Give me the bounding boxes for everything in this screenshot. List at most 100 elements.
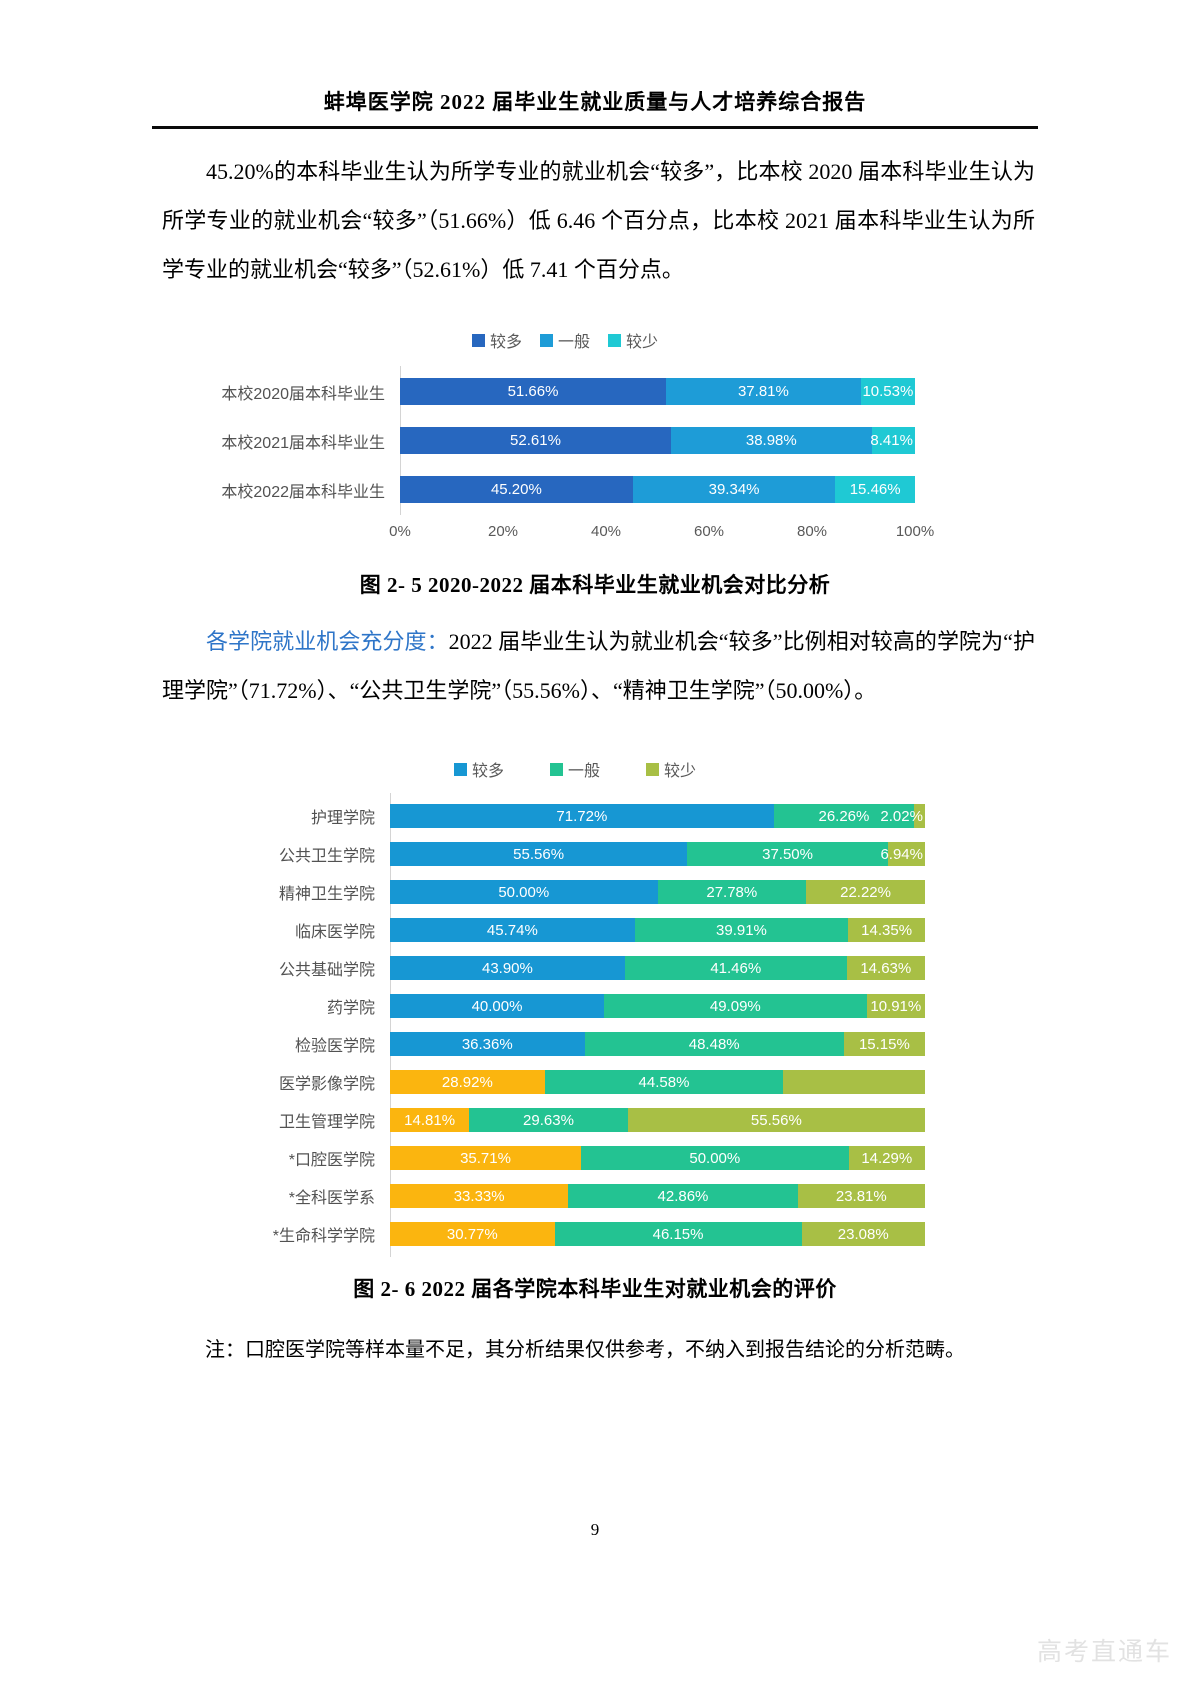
bar-segment-value: 49.09% <box>709 997 761 1015</box>
bar-track: 30.77% 46.15% 23.08% <box>390 1222 925 1246</box>
bar-segment-value: 15.15% <box>858 1035 910 1053</box>
legend-item: 一般 <box>539 328 590 352</box>
bar-segment: 37.50% <box>687 842 888 866</box>
bar-segment: 38.98% <box>670 427 872 454</box>
bar-row: *生命科学学院 30.77% 46.15% 23.08% <box>225 1222 925 1246</box>
bar-row: 公共基础学院 43.90% 41.46% 14.63% <box>225 956 925 980</box>
x-axis-tick: 20% <box>487 523 519 540</box>
bar-segment-value: 38.98% <box>745 432 797 449</box>
bar-segment-value: 46.15% <box>652 1225 704 1243</box>
paragraph-lead-rest: 2022 届毕业生认为就业机会“较多”比例相对较高的学院为“护理学院”（71.7… <box>162 629 1035 703</box>
bar-track: 28.92% 44.58% <box>390 1070 925 1094</box>
bar-segment-value: 22.22% <box>840 883 891 901</box>
bar-segment-value: 27.78% <box>706 883 758 901</box>
bar-track: 35.71% 50.00% 14.29% <box>390 1146 925 1170</box>
bar-track: 52.61% 38.98% 8.41% <box>400 427 915 454</box>
bar-segment: 52.61% <box>400 427 671 454</box>
bar-segment-value: 55.56% <box>513 845 565 863</box>
category-label: *口腔医学院 <box>288 1152 375 1169</box>
bar-segment: 10.53% <box>860 378 915 405</box>
category-label: 本校2021届本科毕业生 <box>221 434 385 452</box>
legend-item: 较多 <box>471 328 522 352</box>
bar-segment: 50.00% <box>581 1146 849 1170</box>
bar-segment: 2.02% <box>880 804 925 828</box>
bar-segment: 46.15% <box>554 1222 802 1246</box>
chart1-plot-area: 本校2020届本科毕业生 51.66% 37.81% 10.53% 本校2021届本科毕… <box>215 366 915 515</box>
bar-segment-value: 37.50% <box>762 845 813 863</box>
bar-segment-value: 52.61% <box>510 432 561 449</box>
bar-segment-value: 48.48% <box>688 1035 740 1053</box>
bar-row: 卫生管理学院 14.81% 29.63% 55.56% <box>225 1108 925 1132</box>
bar-segment: 55.56% <box>390 842 688 866</box>
category-label: 本校2020届本科毕业生 <box>221 385 385 403</box>
bar-row: 本校2020届本科毕业生 51.66% 37.81% 10.53% <box>215 378 915 405</box>
category-label: 精神卫生学院 <box>278 886 375 903</box>
legend-label: 一般 <box>557 334 590 351</box>
paragraph-lead-blue: 各学院就业机会充分度： <box>206 629 449 654</box>
bar-segment: 8.41% <box>870 427 915 454</box>
bar-segment-value: 35.71% <box>460 1149 511 1167</box>
bar-segment: 10.91% <box>866 994 925 1018</box>
legend-item: 较多 <box>453 757 504 781</box>
x-axis-tick: 0% <box>389 523 411 540</box>
bar-segment-value: 44.58% <box>638 1073 690 1091</box>
bar-segment-value: 55.56% <box>750 1111 802 1129</box>
bar-row: 本校2022届本科毕业生 45.20% 39.34% 15.46% <box>215 476 915 503</box>
bar-segment-value: 51.66% <box>507 383 559 400</box>
bar-track: 45.74% 39.91% 14.35% <box>390 918 925 942</box>
category-label: 公共基础学院 <box>278 962 375 979</box>
category-label: 临床医学院 <box>294 924 375 941</box>
watermark-text: 高考直通车 <box>1036 1638 1172 1666</box>
bar-segment-value: 10.91% <box>870 997 922 1015</box>
bar-segment: 35.71% <box>390 1146 582 1170</box>
chart1-x-axis: 0% 20% 40% 60% 80% 100% <box>389 523 934 545</box>
bar-segment: 43.90% <box>390 956 625 980</box>
bar-track: 55.56% 37.50% 6.94% <box>390 842 925 866</box>
category-label: 卫生管理学院 <box>278 1114 375 1131</box>
bar-segment: 44.58% <box>544 1070 784 1094</box>
bar-segment: 29.63% <box>469 1108 628 1132</box>
bar-segment: 22.22% <box>806 880 925 904</box>
bar-segment: 45.20% <box>400 476 633 503</box>
category-label: 本校2022届本科毕业生 <box>221 483 385 501</box>
bar-segment: 55.56% <box>627 1108 925 1132</box>
bar-track: 14.81% 29.63% 55.56% <box>390 1108 925 1132</box>
bar-segment-value: 37.81% <box>737 383 789 400</box>
category-label: 检验医学院 <box>294 1038 375 1055</box>
bar-segment: 71.72% <box>390 804 774 828</box>
legend-item: 一般 <box>549 757 600 781</box>
bar-segment: 50.00% <box>390 880 658 904</box>
bar-segment: 14.29% <box>848 1146 925 1170</box>
bar-segment: 37.81% <box>666 378 861 405</box>
bar-segment: 41.46% <box>624 956 847 980</box>
legend-label: 较少 <box>626 334 659 351</box>
bar-segment: 30.77% <box>390 1222 555 1246</box>
bar-track: 50.00% 27.78% 22.22% <box>390 880 925 904</box>
x-axis-tick: 60% <box>693 523 725 540</box>
legend-item: 较少 <box>646 757 696 781</box>
legend-swatch <box>471 333 485 347</box>
category-label: 药学院 <box>326 1000 375 1017</box>
x-axis-tick: 100% <box>895 523 935 540</box>
bar-segment-value: 14.63% <box>860 959 912 977</box>
bar-segment-value: 14.29% <box>861 1149 913 1167</box>
chart-figure-2-6: 较多 一般 较少 护理学院 71.72% 26.26% 2.02% 公共卫生学院 55.56%… <box>225 757 925 1257</box>
legend-label: 一般 <box>567 763 600 780</box>
bar-track: 40.00% 49.09% 10.91% <box>390 994 925 1018</box>
bar-segment-value: 42.86% <box>657 1187 709 1205</box>
bar-segment: 39.34% <box>632 476 836 503</box>
bar-segment: 49.09% <box>604 994 867 1018</box>
category-label: 公共卫生学院 <box>278 848 375 865</box>
bar-segment-value: 29.63% <box>523 1111 574 1129</box>
bar-row: 药学院 40.00% 49.09% 10.91% <box>225 994 925 1018</box>
figure-2-6-caption: 图 2- 6 2022 届各学院本科毕业生对就业机会的评价 <box>353 1277 837 1301</box>
bar-row: 临床医学院 45.74% 39.91% 14.35% <box>225 918 925 942</box>
bar-segment-value: 71.72% <box>556 807 608 825</box>
bar-segment: 40.00% <box>390 994 604 1018</box>
bar-segment-value: 43.90% <box>481 959 533 977</box>
bar-track: 45.20% 39.34% 15.46% <box>400 476 915 503</box>
bar-segment: 15.15% <box>843 1032 925 1056</box>
bar-segment <box>783 1070 925 1094</box>
bar-track: 51.66% 37.81% 10.53% <box>400 378 915 405</box>
